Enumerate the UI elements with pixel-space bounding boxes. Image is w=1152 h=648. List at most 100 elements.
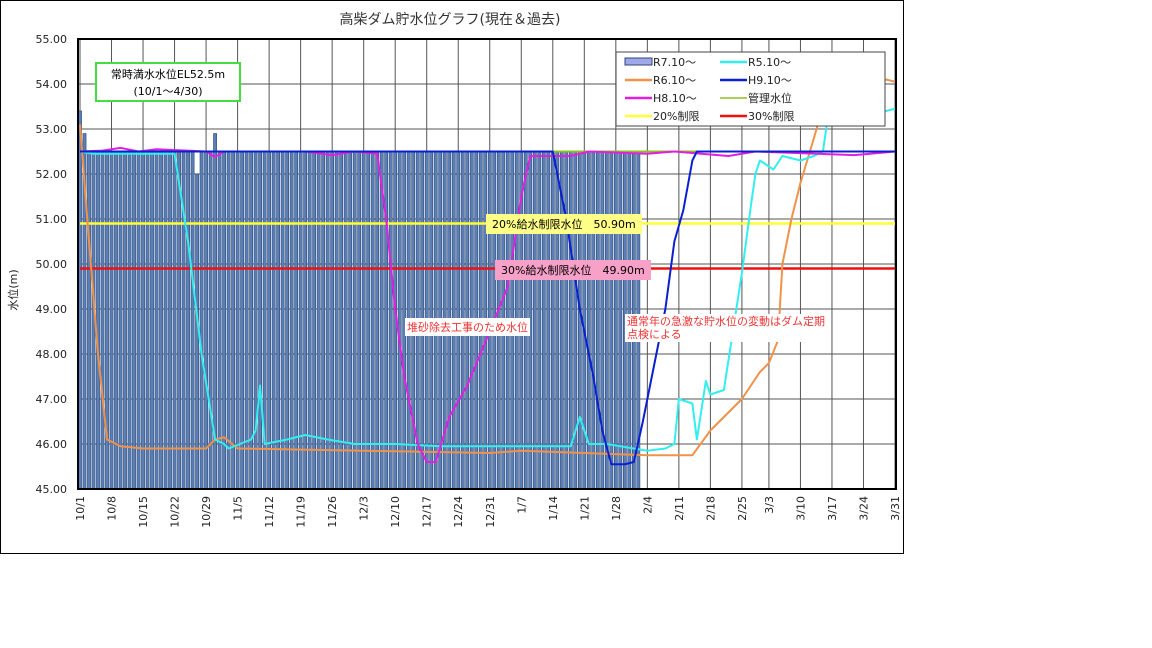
bar-r7 <box>568 151 573 490</box>
x-tick-label: 10/8 <box>106 496 119 521</box>
bar-r7 <box>618 151 623 490</box>
bar-r7 <box>100 151 105 490</box>
chart-title: 高柴ダム貯水位グラフ(現在＆過去) <box>340 11 561 28</box>
bar-r7 <box>388 151 393 490</box>
legend-label: R5.10～ <box>748 56 791 69</box>
bar-r7 <box>226 151 231 490</box>
x-tick-label: 3/17 <box>826 496 839 521</box>
y-tick-label: 47.00 <box>36 393 68 406</box>
legend-label: H9.10～ <box>748 74 792 87</box>
x-tick-label: 3/3 <box>763 496 776 514</box>
x-tick-label: 12/10 <box>389 496 402 528</box>
limit20-annotation: 20%給水制限水位 50.90m <box>486 214 642 234</box>
bar-r7 <box>204 151 208 490</box>
x-tick-label: 11/12 <box>263 496 276 528</box>
bar-r7 <box>303 151 308 490</box>
bar-r7 <box>532 151 537 490</box>
full-level-line1: 常時満水水位EL52.5m <box>110 68 226 81</box>
bar-r7 <box>186 151 190 490</box>
y-tick-label: 52.00 <box>36 168 68 181</box>
full-level-annotation: 常時満水水位EL52.5m (10/1～4/30) <box>95 62 241 102</box>
x-tick-label: 12/24 <box>452 496 465 528</box>
bar-r7 <box>118 151 123 490</box>
x-tick-label: 11/5 <box>232 496 245 521</box>
x-tick-label: 1/14 <box>547 496 560 521</box>
bar-r7 <box>357 151 362 490</box>
bar-r7 <box>159 151 163 490</box>
bar-r7 <box>132 151 136 490</box>
inspection-line1: 通常年の急激な貯水位の変動はダム定期 <box>627 315 825 328</box>
x-tick-label: 2/25 <box>736 496 749 521</box>
legend-label: R7.10～ <box>653 56 696 69</box>
bar-r7 <box>154 151 159 490</box>
x-tick-label: 10/1 <box>74 496 87 521</box>
bar-r7 <box>190 151 195 490</box>
x-tick-label: 10/29 <box>200 496 213 528</box>
y-tick-label: 45.00 <box>36 483 68 496</box>
bar-r7 <box>235 151 240 490</box>
bar-r7 <box>109 151 114 490</box>
legend-swatch-bar <box>624 57 653 66</box>
bar-r7 <box>348 151 353 490</box>
series-line-1 <box>79 107 896 452</box>
bar-r7 <box>361 151 366 490</box>
bar-r7 <box>546 151 551 490</box>
inspection-line2: 点検による <box>627 328 682 341</box>
bar-r7 <box>595 151 600 490</box>
bar-r7 <box>136 151 141 490</box>
bar-r7 <box>334 151 339 490</box>
x-tick-label: 10/22 <box>169 496 182 528</box>
y-tick-label: 49.00 <box>36 303 68 316</box>
bar-r7 <box>379 151 384 490</box>
bar-r7 <box>123 151 127 490</box>
plot-area-border <box>77 38 897 490</box>
y-tick-label: 46.00 <box>36 438 68 451</box>
bar-r7 <box>276 151 280 490</box>
bar-r7 <box>307 151 312 490</box>
sediment-annotation: 堆砂除去工事のため水位 <box>405 318 530 336</box>
x-tick-label: 11/26 <box>326 496 339 528</box>
bar-r7 <box>208 151 213 490</box>
bar-r7 <box>267 151 271 490</box>
bar-r7 <box>240 151 244 490</box>
x-tick-label: 2/18 <box>704 496 717 521</box>
bar-r7 <box>168 151 172 490</box>
bar-r7 <box>604 151 609 490</box>
bar-r7 <box>564 151 569 490</box>
x-tick-label: 12/17 <box>421 496 434 528</box>
bar-r7 <box>384 151 389 490</box>
bar-r7 <box>177 151 181 490</box>
x-tick-label: 2/4 <box>641 496 654 514</box>
bar-r7 <box>582 151 587 490</box>
y-tick-label: 51.00 <box>36 213 68 226</box>
bar-r7 <box>330 151 335 490</box>
bar-r7 <box>199 151 204 490</box>
full-level-line2: (10/1～4/30) <box>133 85 203 98</box>
bar-r7 <box>244 151 249 490</box>
legend-label: 20%制限 <box>653 110 699 123</box>
bar-r7 <box>127 151 132 490</box>
y-axis-label: 水位(m) <box>6 269 20 310</box>
bar-r7 <box>555 151 560 490</box>
bar-r7 <box>87 151 91 490</box>
x-tick-label: 2/11 <box>673 496 686 521</box>
bar-r7 <box>141 151 145 490</box>
x-tick-label: 3/31 <box>889 496 902 521</box>
legend-label: H8.10～ <box>653 92 697 105</box>
bar-r7 <box>163 151 168 490</box>
bar-r7 <box>271 151 276 490</box>
bar-r7 <box>298 151 303 490</box>
bar-r7 <box>613 151 618 490</box>
legend-label: 管理水位 <box>748 91 792 105</box>
bar-r7 <box>343 151 348 490</box>
bar-r7 <box>537 151 542 490</box>
bar-r7 <box>145 151 150 490</box>
inspection-annotation: 通常年の急激な貯水位の変動はダム定期 点検による <box>625 314 827 342</box>
bar-r7 <box>114 151 118 490</box>
y-tick-label: 48.00 <box>36 348 68 361</box>
bar-r7 <box>172 151 177 490</box>
bar-r7 <box>253 151 258 490</box>
x-tick-label: 12/31 <box>484 496 497 528</box>
bar-r7 <box>375 151 380 490</box>
bar-r7 <box>339 151 344 490</box>
